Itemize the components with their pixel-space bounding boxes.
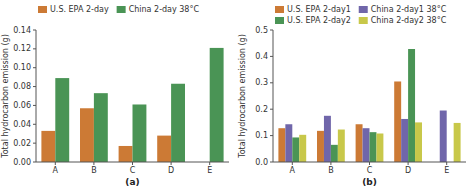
bar bbox=[324, 116, 331, 162]
legend-label: China 2-day 38°C bbox=[129, 5, 200, 14]
y-tick-label: 0.2 bbox=[255, 105, 268, 114]
legend-label: U.S. EPA 2-day2 bbox=[287, 16, 351, 25]
chart-panel: 0.00 0.02 0.04 0.06 0.08 0.10 0.12 0.14 A B C D E Tot… bbox=[1, 5, 229, 187]
legend-swatch bbox=[359, 6, 368, 13]
bar bbox=[376, 133, 383, 162]
bar bbox=[394, 81, 401, 162]
bar bbox=[41, 131, 55, 162]
legend-swatch bbox=[38, 6, 47, 13]
x-axis-label: (a) bbox=[125, 177, 139, 187]
bar bbox=[94, 93, 108, 162]
legend: U.S. EPA 2-day1 China 2-day1 38°C U.S. EPA… bbox=[275, 5, 447, 25]
x-tick-label: E bbox=[207, 166, 212, 175]
x-tick-label: E bbox=[444, 166, 449, 175]
y-tick-label: 0.04 bbox=[13, 120, 31, 129]
bar bbox=[440, 111, 447, 162]
bar bbox=[317, 131, 324, 162]
y-tick-label: 0.00 bbox=[13, 158, 31, 167]
bar bbox=[454, 123, 461, 162]
bar bbox=[55, 78, 69, 162]
x-tick-label: C bbox=[130, 166, 136, 175]
bar bbox=[119, 146, 133, 162]
y-tick-label: 0.3 bbox=[255, 78, 268, 87]
y-axis-label: Total hydrocarbon emission (g) bbox=[238, 34, 247, 159]
y-tick-label: 0.5 bbox=[255, 26, 268, 35]
bar bbox=[133, 104, 147, 162]
legend-label: China 2-day1 38°C bbox=[371, 5, 447, 14]
bar bbox=[331, 145, 338, 162]
legend-label: China 2-day2 38°C bbox=[371, 16, 447, 25]
x-tick-label: D bbox=[168, 166, 174, 175]
bar bbox=[80, 108, 94, 162]
x-axis-line bbox=[36, 162, 229, 163]
bar bbox=[157, 136, 171, 162]
bar bbox=[210, 48, 224, 162]
x-tick-label: C bbox=[367, 166, 373, 175]
legend-label: U.S. EPA 2-day bbox=[50, 5, 109, 14]
x-tick-label: B bbox=[91, 166, 97, 175]
x-tick-label: A bbox=[290, 166, 296, 175]
bar bbox=[401, 119, 408, 162]
legend-swatch bbox=[359, 17, 368, 24]
bar bbox=[338, 130, 345, 162]
y-tick-label: 0.14 bbox=[13, 26, 31, 35]
bar bbox=[370, 132, 377, 162]
y-tick-label: 0.08 bbox=[13, 82, 31, 91]
legend-swatch bbox=[275, 6, 284, 13]
bar bbox=[356, 124, 363, 162]
bar bbox=[363, 128, 370, 162]
bar bbox=[278, 128, 285, 162]
legend-swatch bbox=[117, 6, 126, 13]
x-tick-label: A bbox=[53, 166, 59, 175]
legend-label: U.S. EPA 2-day1 bbox=[287, 5, 351, 14]
bars bbox=[278, 49, 460, 162]
y-tick-label: 0.02 bbox=[13, 139, 31, 148]
x-axis-line bbox=[273, 162, 466, 163]
y-tick-label: 0.1 bbox=[255, 131, 268, 140]
bar bbox=[171, 84, 185, 162]
bar bbox=[415, 122, 422, 162]
y-tick-label: 0.12 bbox=[13, 44, 31, 53]
y-tick-label: 0.10 bbox=[13, 63, 31, 72]
bar bbox=[285, 124, 292, 162]
chart-panel: 0.0 0.1 0.2 0.3 0.4 0.5 A B C D E Total hydrocarbon… bbox=[238, 5, 466, 187]
x-tick-label: D bbox=[405, 166, 411, 175]
figure: 0.00 0.02 0.04 0.06 0.08 0.10 0.12 0.14 A B C D E Tot… bbox=[0, 0, 474, 188]
bar bbox=[292, 137, 299, 162]
y-tick-label: 0.0 bbox=[255, 158, 268, 167]
x-axis-label: (b) bbox=[362, 177, 377, 187]
legend: U.S. EPA 2-day China 2-day 38°C bbox=[38, 5, 199, 14]
x-tick-label: B bbox=[328, 166, 334, 175]
y-axis-line bbox=[273, 30, 274, 162]
bar bbox=[299, 135, 306, 162]
y-tick-label: 0.06 bbox=[13, 101, 31, 110]
y-axis-line bbox=[36, 30, 37, 162]
bars bbox=[41, 48, 223, 162]
legend-swatch bbox=[275, 17, 284, 24]
bar bbox=[408, 49, 415, 162]
y-tick-label: 0.4 bbox=[255, 52, 268, 61]
y-axis-label: Total hydrocarbon emission (g) bbox=[1, 34, 10, 159]
